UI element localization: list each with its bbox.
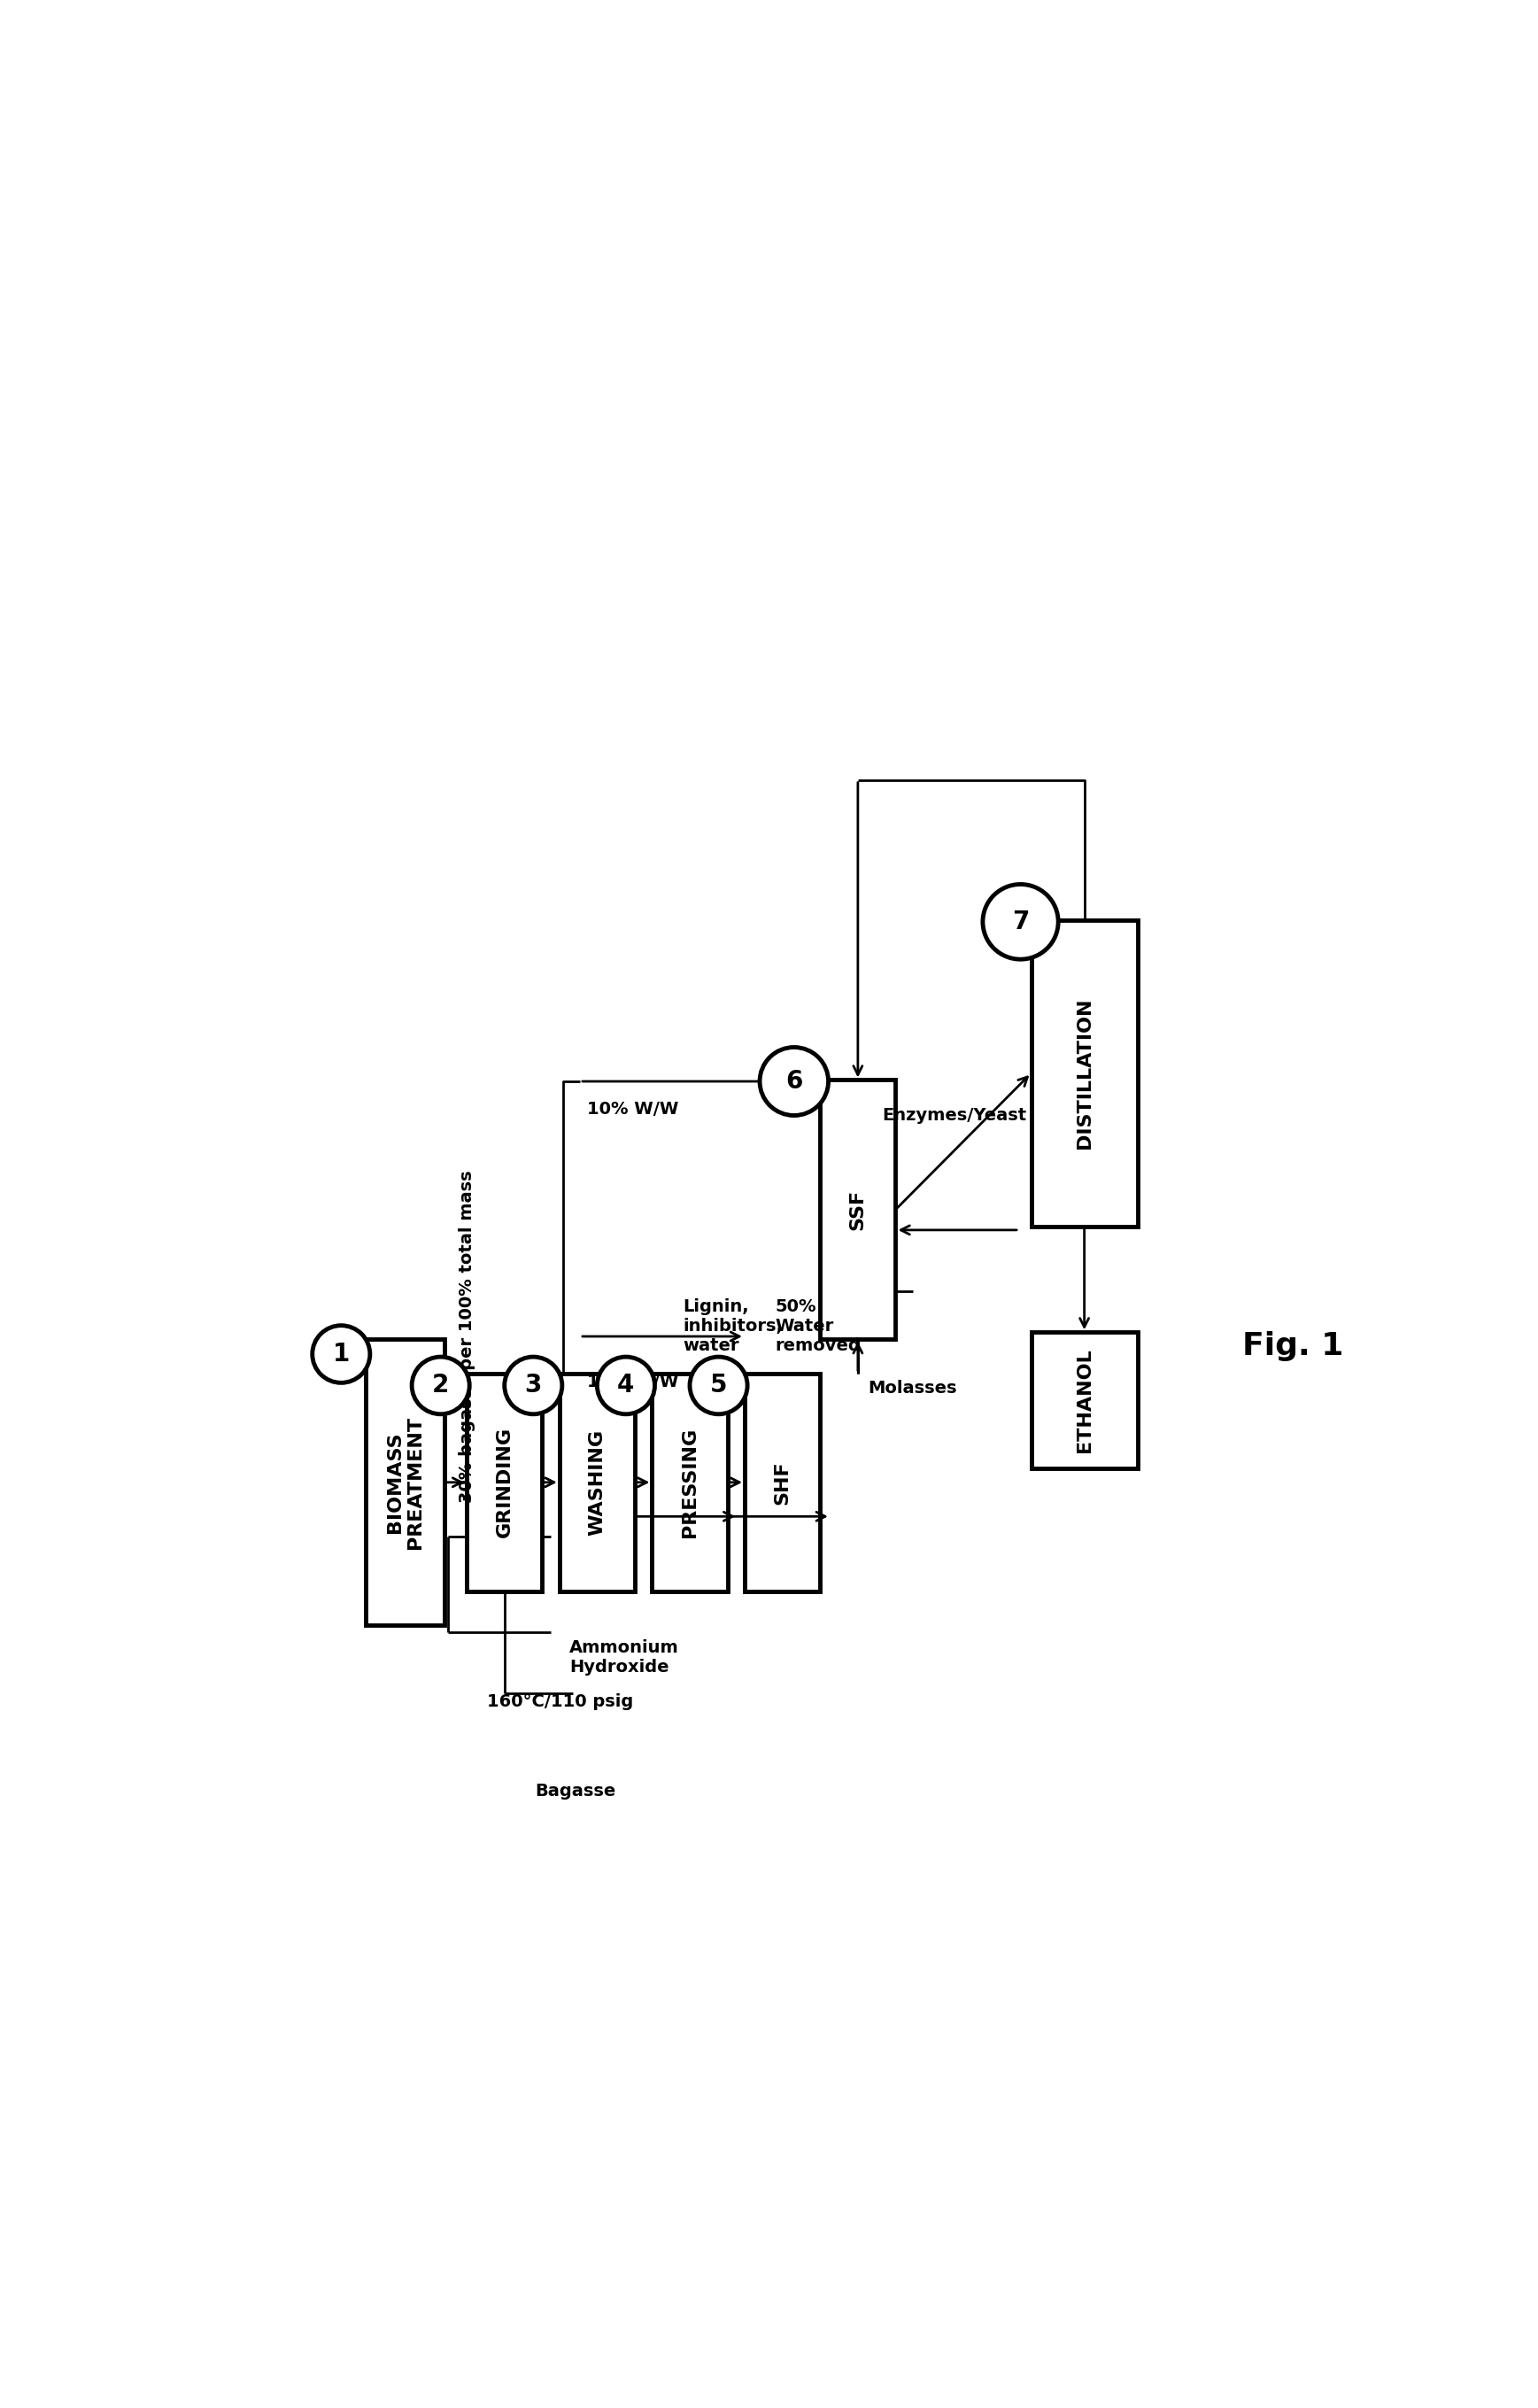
Text: 6: 6 xyxy=(786,1069,803,1093)
Text: GRINDING: GRINDING xyxy=(495,1428,514,1539)
Text: 10% W/W: 10% W/W xyxy=(588,1100,678,1117)
Circle shape xyxy=(760,1047,829,1115)
Circle shape xyxy=(597,1356,655,1413)
Bar xyxy=(1030,1332,1138,1469)
Text: 3: 3 xyxy=(524,1373,541,1399)
Text: Ammonium
Hydroxide: Ammonium Hydroxide xyxy=(569,1640,680,1676)
Text: 50%
Water
removed: 50% Water removed xyxy=(775,1298,861,1353)
Text: Molasses: Molasses xyxy=(867,1380,957,1397)
Bar xyxy=(366,1339,444,1625)
Text: Bagasse: Bagasse xyxy=(535,1782,617,1799)
Text: 4: 4 xyxy=(617,1373,635,1399)
Text: 5: 5 xyxy=(711,1373,727,1399)
Text: DISTILLATION: DISTILLATION xyxy=(1075,997,1094,1149)
Text: BIOMASS
PREATMENT: BIOMASS PREATMENT xyxy=(386,1416,424,1548)
Text: WASHING: WASHING xyxy=(588,1428,606,1536)
Text: PRESSING: PRESSING xyxy=(681,1428,698,1536)
Text: SHF: SHF xyxy=(774,1459,791,1505)
Bar xyxy=(652,1373,727,1592)
Text: 160°C/110 psig: 160°C/110 psig xyxy=(488,1693,634,1710)
Circle shape xyxy=(983,884,1058,958)
Text: 10% W/W: 10% W/W xyxy=(588,1373,678,1389)
Text: SSF: SSF xyxy=(849,1190,867,1230)
Text: 2: 2 xyxy=(432,1373,449,1399)
Circle shape xyxy=(412,1356,469,1413)
Bar xyxy=(1030,920,1138,1226)
Text: 1: 1 xyxy=(332,1341,349,1365)
Text: 7: 7 xyxy=(1012,910,1029,934)
Bar xyxy=(466,1373,543,1592)
Circle shape xyxy=(689,1356,747,1413)
Circle shape xyxy=(504,1356,561,1413)
Bar xyxy=(820,1081,895,1339)
Bar xyxy=(560,1373,635,1592)
Text: 30% bagasse per 100% total mass: 30% bagasse per 100% total mass xyxy=(458,1170,475,1503)
Text: Fig. 1: Fig. 1 xyxy=(1243,1332,1343,1361)
Bar xyxy=(744,1373,820,1592)
Text: ETHANOL: ETHANOL xyxy=(1075,1348,1094,1452)
Text: Lignin,
inhibitors,
water: Lignin, inhibitors, water xyxy=(683,1298,783,1353)
Circle shape xyxy=(312,1324,371,1382)
Text: Enzymes/Yeast: Enzymes/Yeast xyxy=(881,1108,1026,1125)
